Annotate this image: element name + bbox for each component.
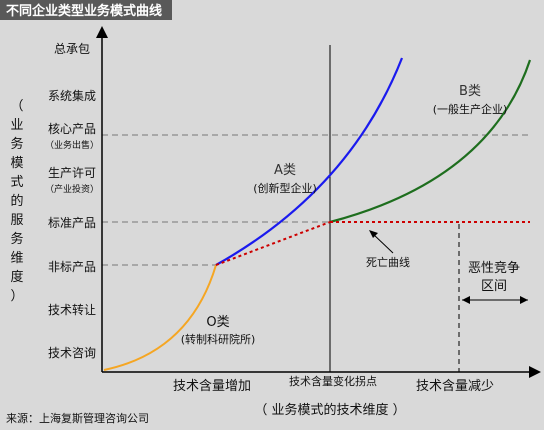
vicious-zone-label-2: 区间	[481, 279, 507, 294]
death-curve-label: 死亡曲线	[366, 255, 410, 269]
curve-o-desc: (转制科研院所)	[181, 332, 256, 346]
source-note: 来源：上海复斯管理咨询公司	[6, 411, 149, 425]
curve-o	[103, 264, 217, 371]
y-level-label: 核心产品	[48, 122, 96, 136]
title-bar	[0, 0, 172, 20]
death-curve-rising	[215, 221, 331, 266]
x-axis-title: （ 业务模式的技术维度 ）	[254, 402, 405, 418]
x-increase-label: 技术含量增加	[173, 378, 251, 394]
y-axis-title-char: 务	[10, 136, 23, 152]
y-level-label: 技术转让	[48, 302, 96, 317]
y-axis-title-char: 度	[10, 269, 23, 285]
curve-b-desc: (一般生产企业)	[433, 102, 508, 116]
y-axis-title-char: 式	[10, 175, 23, 190]
death-curve-pointer-head	[369, 230, 378, 238]
y-axis-title-char: 维	[10, 251, 23, 266]
y-level-label: 标准产品	[48, 216, 96, 230]
y-level-label: 系统集成	[48, 88, 96, 103]
y-level-label: 生产许可	[48, 166, 96, 180]
y-axis-title-char: 服	[10, 213, 23, 228]
y-level-label: 非标产品	[48, 260, 96, 274]
y-level-label: 总承包	[54, 42, 90, 56]
y-axis-title-char: 业	[10, 118, 23, 133]
vicious-zone-arrow-right	[520, 296, 528, 304]
x-inflection-label: 技术含量变化拐点	[289, 374, 377, 388]
curve-a-desc: (创新型企业)	[253, 181, 317, 195]
vicious-zone-label-1: 恶性竞争	[468, 260, 520, 276]
x-decrease-label: 技术含量减少	[416, 378, 494, 394]
curve-o-name: O类	[206, 315, 229, 330]
y-axis-title-char: 的	[10, 193, 23, 209]
curve-a	[215, 57, 404, 266]
y-axis-title-char: 模	[10, 156, 23, 171]
curve-a-name: A类	[274, 163, 296, 178]
death-curve-pointer	[371, 232, 394, 254]
curve-b	[329, 59, 532, 224]
vicious-zone-arrow-left	[462, 296, 470, 304]
y-level-label: 技术咨询	[48, 345, 96, 360]
y-axis-title-char: 务	[10, 231, 23, 247]
y-level-sublabel: （产业投资）	[45, 183, 99, 195]
y-axis-title-char: ）	[10, 289, 23, 304]
curve-b-name: B类	[459, 84, 481, 99]
y-axis-title-char: （	[10, 99, 23, 114]
diagram-title: 不同企业类型业务模式曲线	[6, 3, 162, 19]
y-level-sublabel: （业务出售）	[45, 139, 99, 151]
